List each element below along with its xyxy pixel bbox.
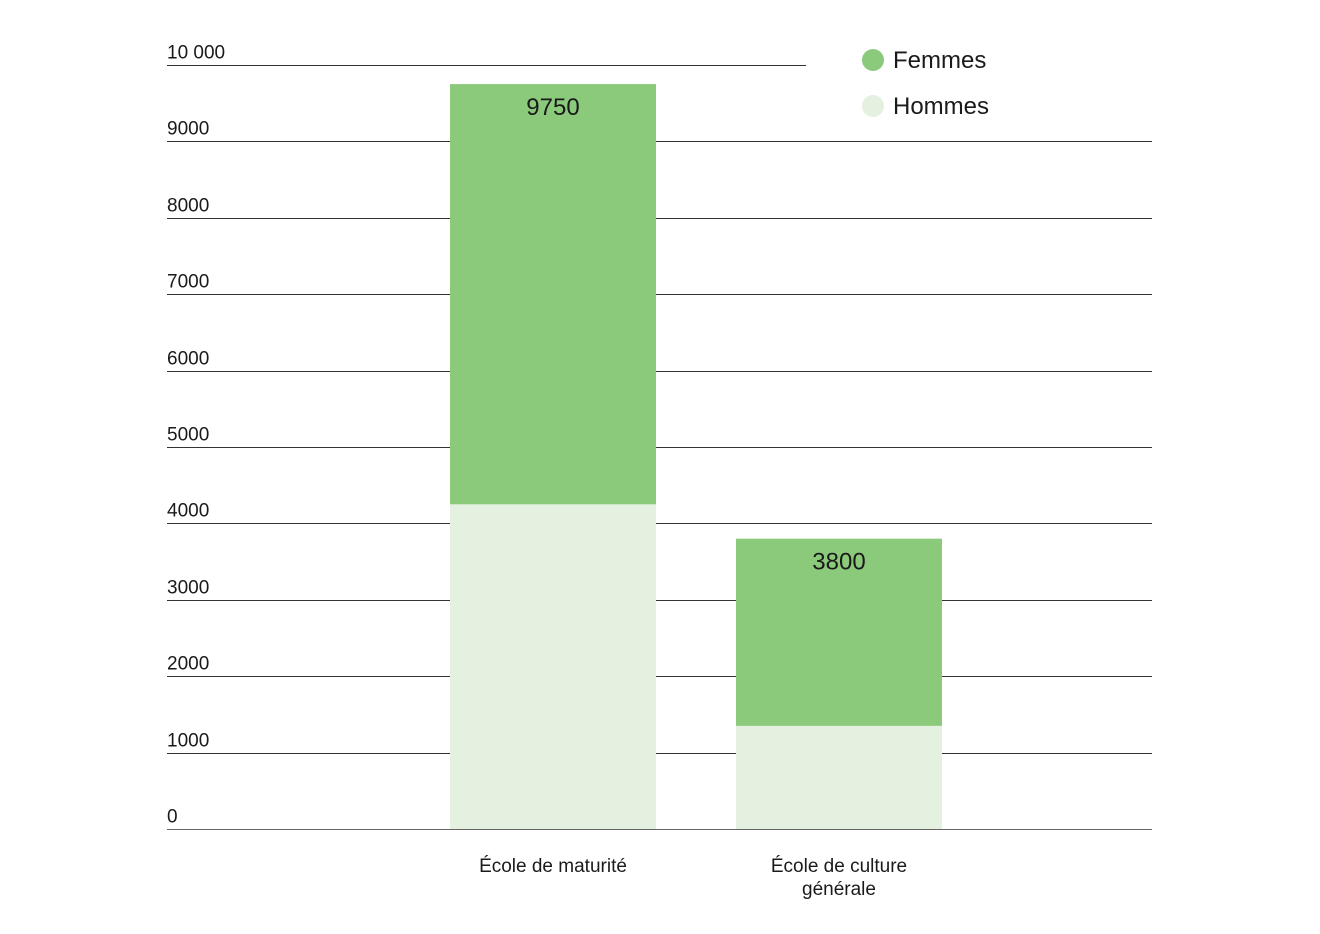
y-tick-label: 0: [167, 807, 178, 828]
y-tick-label: 5000: [167, 425, 209, 446]
legend-swatch-femmes: [862, 49, 884, 71]
category-label: École de culture générale: [771, 856, 907, 900]
legend-label: Hommes: [893, 93, 989, 120]
legend-label: Femmes: [893, 47, 986, 74]
bar-total-label: 9750: [526, 94, 579, 121]
y-tick-label: 7000: [167, 272, 209, 293]
y-tick-label: 9000: [167, 119, 209, 140]
y-tick-label: 10 000: [167, 43, 225, 64]
bar-segment-hommes: [736, 725, 942, 829]
bar-segment-hommes: [450, 504, 656, 829]
y-tick-label: 1000: [167, 731, 209, 752]
y-tick-label: 4000: [167, 501, 209, 522]
y-tick-label: 8000: [167, 196, 209, 217]
y-tick-label: 6000: [167, 349, 209, 370]
bar-total-label: 3800: [812, 549, 865, 576]
y-tick-label: 2000: [167, 654, 209, 675]
y-tick-label: 3000: [167, 578, 209, 599]
bar-segment-femmes: [736, 538, 942, 726]
category-label: École de maturité: [479, 856, 627, 877]
bar-segment-femmes: [450, 84, 656, 505]
legend-swatch-hommes: [862, 95, 884, 117]
